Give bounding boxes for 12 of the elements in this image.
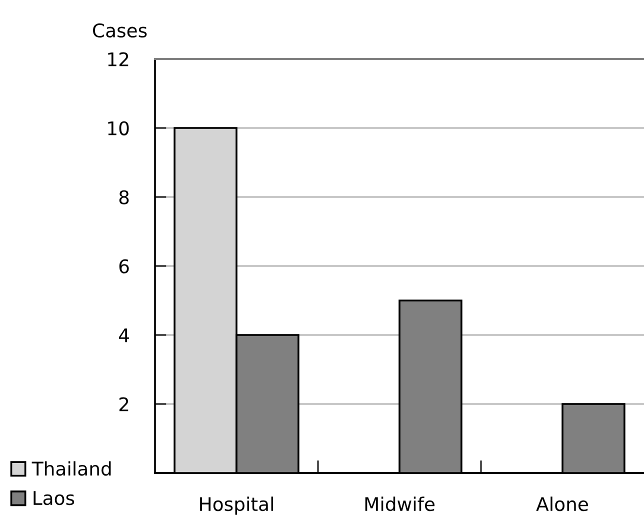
x-tick-label: Midwife: [365, 496, 434, 512]
y-tick-label: 6: [119, 259, 129, 274]
legend-label: Thailand: [32, 461, 111, 476]
y-tick-label: 4: [118, 328, 129, 342]
y-tick-label: 2: [119, 397, 128, 412]
y-tick-label: 10: [108, 121, 129, 136]
y-tick-label: 12: [108, 52, 128, 66]
y-axis-title: Cases: [93, 23, 147, 38]
x-tick-label: Alone: [536, 496, 588, 512]
x-tick-label: Hospital: [200, 496, 273, 515]
legend-label: Laos: [34, 491, 74, 506]
y-tick-label: 8: [119, 190, 129, 204]
